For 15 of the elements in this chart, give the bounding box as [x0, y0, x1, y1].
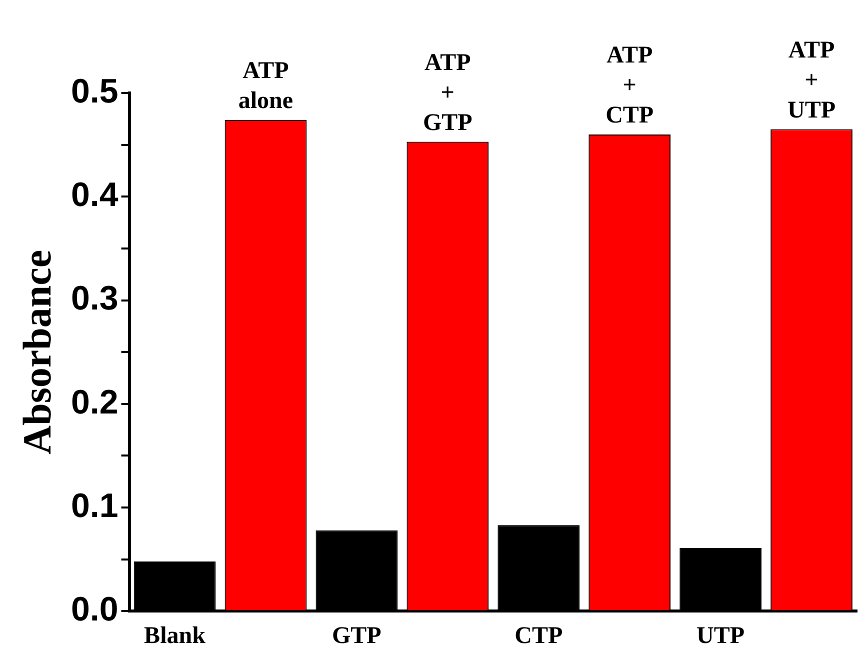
y-axis-title: Absorbance	[14, 250, 60, 454]
x-tick-label: GTP	[332, 622, 382, 649]
y-tick-label: 0.0	[71, 590, 118, 629]
annotation: ATP alone	[238, 58, 294, 114]
x-tick-label: Blank	[144, 622, 206, 649]
x-tick-label: CTP	[514, 622, 563, 649]
x-tick-label: UTP	[696, 622, 745, 649]
y-tick-label: 0.5	[71, 72, 118, 110]
annotation: ATP + UTP	[788, 37, 836, 124]
annotation: ATP + GTP	[422, 50, 472, 136]
y-tick-label: 0.1	[71, 486, 118, 525]
y-tick-label: 0.2	[71, 383, 118, 422]
annotation: ATP + CTP	[606, 42, 654, 129]
y-tick-label: 0.4	[71, 176, 118, 214]
y-tick-label: 0.3	[71, 280, 118, 318]
